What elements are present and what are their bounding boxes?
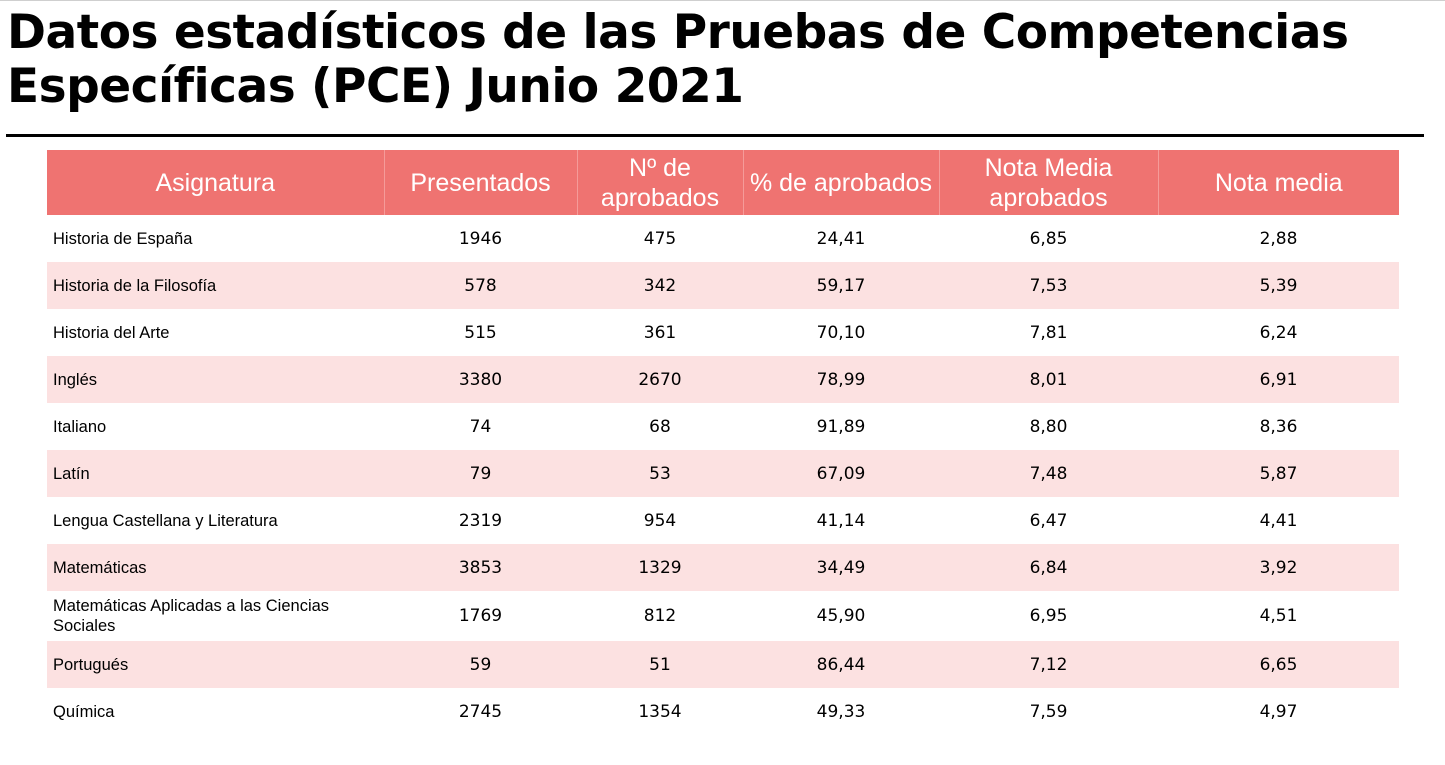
table-row: Latín 79 53 67,09 7,48 5,87	[47, 450, 1399, 497]
cell-nota-media-aprobados: 7,53	[939, 262, 1158, 309]
cell-aprobados-count: 68	[577, 403, 743, 450]
cell-aprobados-count: 812	[577, 591, 743, 641]
cell-presentados: 2319	[384, 497, 577, 544]
cell-nota-media-aprobados: 7,81	[939, 309, 1158, 356]
cell-nota-media: 6,24	[1158, 309, 1399, 356]
page-title: Datos estadísticos de las Pruebas de Com…	[7, 5, 1349, 114]
table-row: Historia de España 1946 475 24,41 6,85 2…	[47, 215, 1399, 262]
cell-aprobados-percent: 24,41	[743, 215, 939, 262]
table-row: Matemáticas Aplicadas a las Ciencias Soc…	[47, 591, 1399, 641]
cell-presentados: 1769	[384, 591, 577, 641]
cell-presentados: 1946	[384, 215, 577, 262]
cell-aprobados-count: 475	[577, 215, 743, 262]
cell-nota-media: 4,41	[1158, 497, 1399, 544]
cell-presentados: 2745	[384, 688, 577, 735]
cell-nota-media-aprobados: 7,48	[939, 450, 1158, 497]
cell-asignatura: Lengua Castellana y Literatura	[47, 497, 384, 544]
cell-presentados: 3380	[384, 356, 577, 403]
cell-nota-media: 8,36	[1158, 403, 1399, 450]
cell-aprobados-percent: 70,10	[743, 309, 939, 356]
cell-aprobados-count: 954	[577, 497, 743, 544]
cell-aprobados-count: 1354	[577, 688, 743, 735]
header-aprobados-percent: % de aprobados	[743, 150, 940, 215]
table-row: Historia de la Filosofía 578 342 59,17 7…	[47, 262, 1399, 309]
statistics-table: Asignatura Presentados Nº de aprobados %…	[47, 150, 1399, 735]
header-nota-media: Nota media	[1158, 150, 1399, 215]
cell-aprobados-count: 342	[577, 262, 743, 309]
cell-nota-media-aprobados: 8,01	[939, 356, 1158, 403]
table-row: Inglés 3380 2670 78,99 8,01 6,91	[47, 356, 1399, 403]
table-row: Portugués 59 51 86,44 7,12 6,65	[47, 641, 1399, 688]
cell-aprobados-percent: 86,44	[743, 641, 939, 688]
cell-asignatura: Matemáticas	[47, 544, 384, 591]
header-presentados: Presentados	[384, 150, 578, 215]
cell-nota-media-aprobados: 8,80	[939, 403, 1158, 450]
cell-asignatura: Latín	[47, 450, 384, 497]
cell-aprobados-percent: 67,09	[743, 450, 939, 497]
cell-nota-media: 3,92	[1158, 544, 1399, 591]
cell-asignatura: Inglés	[47, 356, 384, 403]
cell-asignatura: Historia de España	[47, 215, 384, 262]
cell-nota-media: 5,87	[1158, 450, 1399, 497]
cell-presentados: 74	[384, 403, 577, 450]
cell-aprobados-percent: 59,17	[743, 262, 939, 309]
cell-nota-media-aprobados: 6,95	[939, 591, 1158, 641]
cell-aprobados-percent: 78,99	[743, 356, 939, 403]
cell-nota-media-aprobados: 6,84	[939, 544, 1158, 591]
cell-nota-media-aprobados: 7,59	[939, 688, 1158, 735]
cell-presentados: 578	[384, 262, 577, 309]
cell-presentados: 59	[384, 641, 577, 688]
cell-presentados: 79	[384, 450, 577, 497]
cell-aprobados-count: 1329	[577, 544, 743, 591]
cell-nota-media: 4,97	[1158, 688, 1399, 735]
table-row: Química 2745 1354 49,33 7,59 4,97	[47, 688, 1399, 735]
header-row: Asignatura Presentados Nº de aprobados %…	[47, 150, 1399, 215]
cell-nota-media-aprobados: 6,47	[939, 497, 1158, 544]
header-asignatura: Asignatura	[47, 150, 385, 215]
table-row: Matemáticas 3853 1329 34,49 6,84 3,92	[47, 544, 1399, 591]
cell-aprobados-percent: 41,14	[743, 497, 939, 544]
table-row: Historia del Arte 515 361 70,10 7,81 6,2…	[47, 309, 1399, 356]
title-divider	[6, 134, 1424, 137]
cell-nota-media: 2,88	[1158, 215, 1399, 262]
cell-asignatura: Italiano	[47, 403, 384, 450]
cell-nota-media: 4,51	[1158, 591, 1399, 641]
cell-aprobados-percent: 49,33	[743, 688, 939, 735]
top-border	[0, 0, 1445, 1]
table-row: Italiano 74 68 91,89 8,80 8,36	[47, 403, 1399, 450]
cell-aprobados-count: 361	[577, 309, 743, 356]
cell-asignatura: Portugués	[47, 641, 384, 688]
cell-asignatura: Química	[47, 688, 384, 735]
cell-presentados: 3853	[384, 544, 577, 591]
cell-aprobados-count: 51	[577, 641, 743, 688]
header-aprobados-count: Nº de aprobados	[577, 150, 744, 215]
cell-aprobados-percent: 45,90	[743, 591, 939, 641]
cell-nota-media: 6,91	[1158, 356, 1399, 403]
header-nota-media-aprobados: Nota Media aprobados	[939, 150, 1159, 215]
table-row: Lengua Castellana y Literatura 2319 954 …	[47, 497, 1399, 544]
cell-nota-media-aprobados: 6,85	[939, 215, 1158, 262]
cell-asignatura: Matemáticas Aplicadas a las Ciencias Soc…	[47, 591, 384, 641]
cell-aprobados-percent: 34,49	[743, 544, 939, 591]
table-body: Historia de España 1946 475 24,41 6,85 2…	[47, 215, 1399, 735]
cell-nota-media: 5,39	[1158, 262, 1399, 309]
cell-asignatura: Historia de la Filosofía	[47, 262, 384, 309]
cell-asignatura: Historia del Arte	[47, 309, 384, 356]
cell-aprobados-percent: 91,89	[743, 403, 939, 450]
cell-nota-media-aprobados: 7,12	[939, 641, 1158, 688]
cell-nota-media: 6,65	[1158, 641, 1399, 688]
cell-presentados: 515	[384, 309, 577, 356]
cell-aprobados-count: 2670	[577, 356, 743, 403]
table-header: Asignatura Presentados Nº de aprobados %…	[47, 150, 1399, 215]
cell-aprobados-count: 53	[577, 450, 743, 497]
